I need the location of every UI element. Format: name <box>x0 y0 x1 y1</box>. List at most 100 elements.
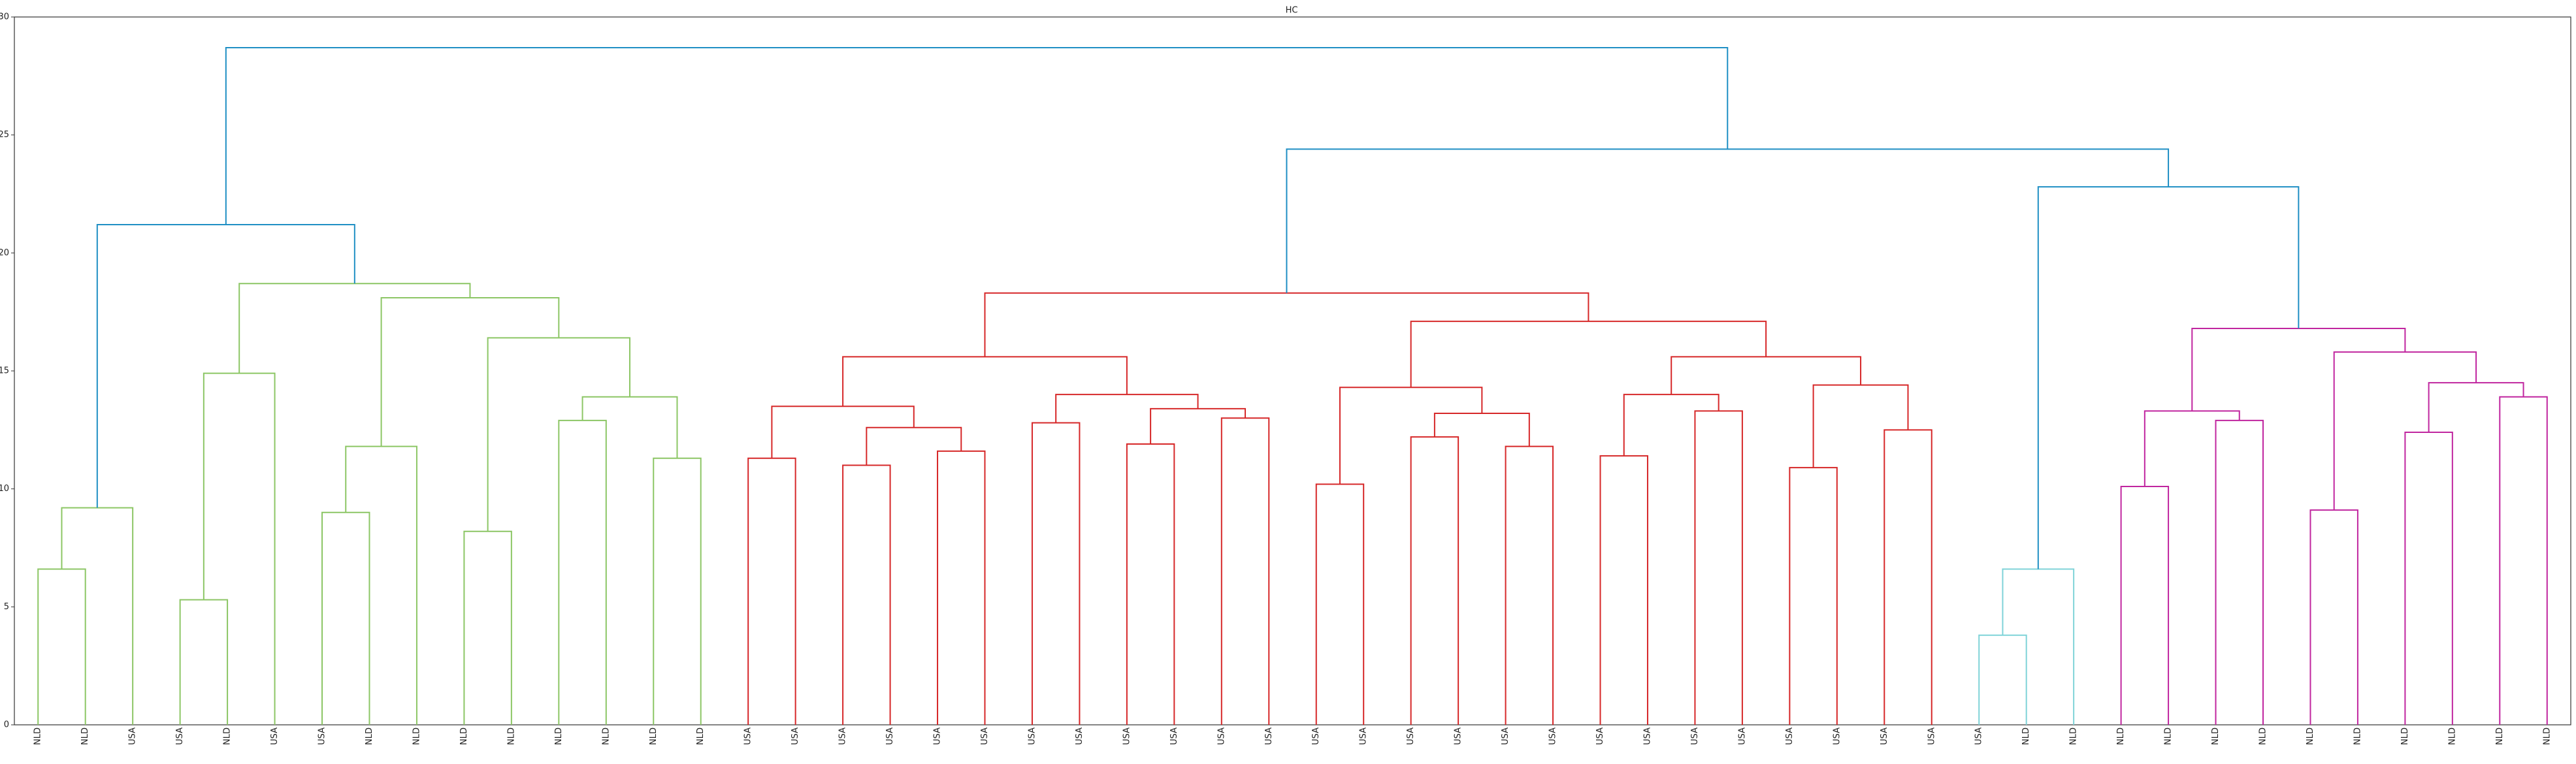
dendrogram-link <box>842 464 891 725</box>
leaf-label: NLD <box>2447 727 2457 745</box>
leaf-label: USA <box>175 727 185 745</box>
dendrogram-link <box>96 223 355 508</box>
leaf-label: NLD <box>412 727 421 745</box>
dendrogram-link <box>179 599 229 725</box>
leaf-label: USA <box>1216 727 1226 745</box>
leaf-label: NLD <box>2116 727 2126 745</box>
leaf-label: USA <box>318 727 327 745</box>
dendrogram-link <box>1883 429 1932 725</box>
leaf-label: USA <box>1264 727 1274 745</box>
leaf-label: NLD <box>2542 727 2552 745</box>
dendrogram-link <box>321 511 370 725</box>
dendrogram-link <box>2404 431 2453 725</box>
leaf-label: USA <box>1454 727 1463 745</box>
leaf-label: NLD <box>2258 727 2268 745</box>
leaf-label: USA <box>885 727 895 745</box>
leaf-label: NLD <box>2021 727 2031 745</box>
dendrogram-link <box>2428 382 2524 432</box>
dendrogram-link <box>1220 417 1270 725</box>
leaf-label: USA <box>1832 727 1842 745</box>
y-tick-label: 5 <box>4 602 9 612</box>
leaf-label: USA <box>1075 727 1084 745</box>
leaf-label: NLD <box>2353 727 2362 745</box>
leaf-label: NLD <box>2164 727 2174 745</box>
dendrogram-link <box>1031 422 1081 725</box>
leaf-label: USA <box>1169 727 1179 745</box>
y-tick-label: 20 <box>0 248 9 258</box>
dendrogram-link <box>1433 413 1530 447</box>
dendrogram-link <box>238 283 471 374</box>
dendrogram-link <box>1505 445 1554 725</box>
y-tick-label: 10 <box>0 484 9 494</box>
dendrogram-link <box>1671 356 1862 395</box>
dendrogram-link <box>225 46 1729 225</box>
dendrogram-link <box>866 426 962 466</box>
y-tick-label: 30 <box>0 12 9 22</box>
dendrogram-link <box>345 445 417 725</box>
leaf-label: NLD <box>365 727 374 745</box>
dendrogram-link <box>558 419 607 725</box>
leaf-label: USA <box>1122 727 1132 745</box>
leaf-label: USA <box>933 727 943 745</box>
chart-title: HC <box>1286 6 1298 16</box>
dendrogram-link <box>2309 509 2358 725</box>
dendrogram-link <box>1812 384 1909 468</box>
leaf-label: USA <box>128 727 138 745</box>
leaf-label: USA <box>1027 727 1037 745</box>
leaf-label: USA <box>270 727 280 745</box>
leaf-label: USA <box>1927 727 1936 745</box>
dendrogram-link <box>747 457 796 725</box>
leaf-label: USA <box>791 727 800 745</box>
leaf-label: NLD <box>2069 727 2079 745</box>
leaf-label: NLD <box>33 727 43 745</box>
leaf-label: NLD <box>2306 727 2315 745</box>
leaf-label: USA <box>838 727 848 745</box>
dendrogram-link <box>937 450 986 725</box>
leaf-label: NLD <box>2400 727 2410 745</box>
dendrogram-link <box>1623 394 1720 456</box>
dendrogram-link <box>1599 455 1648 725</box>
leaf-label: NLD <box>696 727 706 745</box>
dendrogram-link <box>653 457 702 725</box>
dendrogram-link <box>2144 410 2240 487</box>
plot-frame <box>14 16 2571 725</box>
dendrogram-link <box>581 396 678 458</box>
leaf-label: USA <box>1880 727 1889 745</box>
dendrogram-link <box>61 507 134 725</box>
leaf-label: USA <box>1642 727 1652 745</box>
leaf-label: NLD <box>554 727 564 745</box>
dendrogram-link <box>1789 467 1838 725</box>
y-tick-label: 15 <box>0 366 9 376</box>
dendrogram-link <box>1286 148 2170 293</box>
dendrogram-link <box>2120 486 2170 725</box>
leaf-label: USA <box>980 727 990 745</box>
leaf-label: NLD <box>649 727 659 745</box>
leaf-label: USA <box>1974 727 1984 745</box>
leaf-label: USA <box>1501 727 1510 745</box>
leaf-label: NLD <box>80 727 90 745</box>
dendrogram-link <box>1410 436 1459 725</box>
leaf-label: NLD <box>601 727 611 745</box>
dendrogram-link <box>380 296 560 447</box>
leaf-label: NLD <box>2211 727 2221 745</box>
dendrogram-link <box>2002 568 2075 725</box>
leaf-label: NLD <box>459 727 469 745</box>
leaf-label: USA <box>1785 727 1795 745</box>
leaf-label: USA <box>1406 727 1416 745</box>
dendrogram-link <box>1694 410 1743 725</box>
leaf-label: USA <box>1548 727 1558 745</box>
leaf-label: NLD <box>2495 727 2505 745</box>
y-tick-label: 0 <box>4 720 9 730</box>
dendrogram-link <box>203 372 276 725</box>
dendrogram-link <box>1978 634 2027 725</box>
dendrogram-link <box>1315 483 1365 725</box>
leaf-label: USA <box>1311 727 1321 745</box>
dendrogram-link <box>1410 321 1767 388</box>
dendrogram-link <box>984 292 1590 357</box>
dendrogram-link <box>1126 443 1175 725</box>
dendrogram-link <box>2215 419 2264 725</box>
y-tick-label: 25 <box>0 130 9 140</box>
leaf-label: USA <box>1359 727 1369 745</box>
leaf-label: NLD <box>506 727 516 745</box>
